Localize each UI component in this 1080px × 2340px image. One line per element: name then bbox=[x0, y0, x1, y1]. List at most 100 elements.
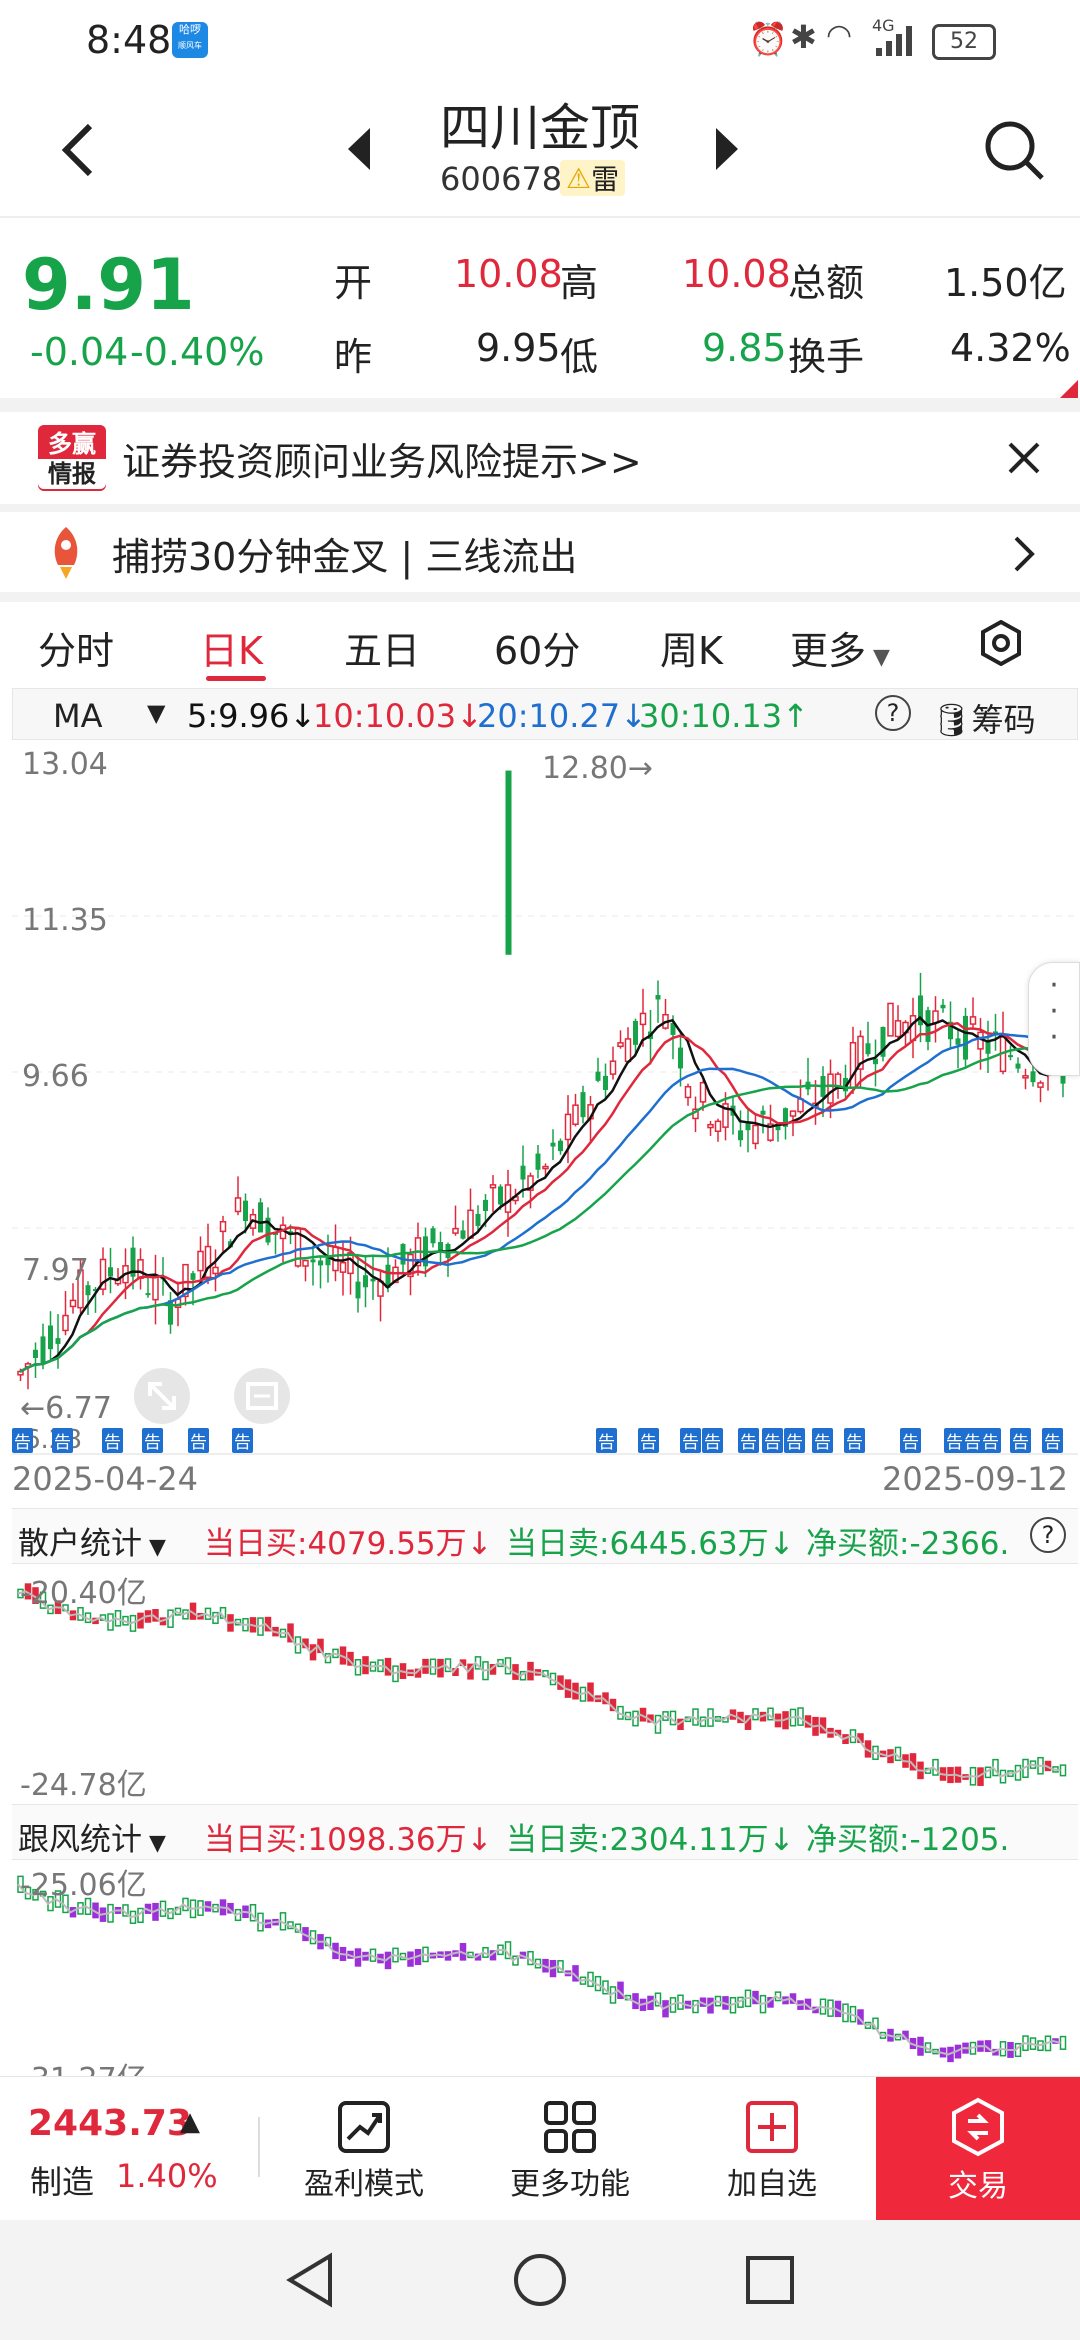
prev-close-value: 9.95 bbox=[476, 326, 561, 370]
tab-intraday[interactable]: 分时 bbox=[38, 629, 115, 673]
ma10-value: 10:10.03↓ bbox=[313, 697, 483, 735]
notice-badge[interactable]: 告 bbox=[1042, 1428, 1063, 1453]
tab-five-day[interactable]: 五日 bbox=[344, 629, 421, 673]
notice-badge[interactable]: 告 bbox=[784, 1428, 805, 1453]
notice-badge[interactable]: 告 bbox=[188, 1428, 209, 1453]
period-tabs: 分时 日K 五日 60分 周K 更多 ▼ bbox=[0, 602, 1080, 684]
follower-stats-select[interactable]: 跟风统计 ▼ bbox=[18, 1822, 166, 1858]
notice-badge[interactable]: 告 bbox=[1010, 1428, 1031, 1453]
retail-buy: 当日买:4079.55万↓ bbox=[204, 1526, 493, 1562]
back-icon[interactable] bbox=[58, 120, 98, 180]
prev-stock-icon[interactable] bbox=[344, 126, 374, 172]
layout-button[interactable] bbox=[234, 1368, 290, 1424]
tab-daily-k[interactable]: 日K bbox=[200, 629, 263, 673]
candle-body bbox=[505, 770, 512, 955]
indicator-select[interactable]: MA bbox=[53, 697, 103, 735]
ma30-value: 30:10.13↑ bbox=[639, 697, 809, 735]
follower-axis-bottom: -31.27亿 bbox=[20, 2054, 147, 2076]
candle-body bbox=[33, 1349, 38, 1359]
tab-60min[interactable]: 60分 bbox=[494, 629, 581, 673]
notice-row: 告告告告告告告告告告告告告告告告告告告告告 bbox=[12, 1428, 1078, 1454]
indicator-help-icon[interactable]: ? bbox=[875, 695, 911, 731]
stat-bar bbox=[17, 1875, 24, 1893]
nav-bar: 四川金顶 600678 ⚠ 雷 bbox=[0, 80, 1080, 215]
candle-body bbox=[639, 1012, 647, 1026]
search-icon[interactable] bbox=[982, 118, 1046, 182]
candle-body bbox=[407, 1253, 414, 1278]
trade-button[interactable]: 交易 bbox=[876, 2077, 1080, 2221]
candle-body bbox=[624, 1038, 632, 1063]
profit-mode-button[interactable]: 盈利模式 bbox=[294, 2077, 434, 2221]
side-drawer-handle[interactable]: · · · bbox=[1028, 962, 1080, 1076]
retail-net: 净买额:-2366. bbox=[806, 1526, 1010, 1562]
notice-badge[interactable]: 告 bbox=[142, 1428, 163, 1453]
candle-body bbox=[475, 1214, 481, 1226]
chevron-right-icon[interactable] bbox=[1012, 534, 1038, 574]
close-icon[interactable] bbox=[1006, 440, 1042, 476]
more-functions-button[interactable]: 更多功能 bbox=[500, 2077, 640, 2221]
battery-icon: 52 bbox=[932, 24, 996, 60]
signal-icon bbox=[876, 26, 912, 56]
notice-badge[interactable]: 告 bbox=[52, 1428, 73, 1453]
prev-close-label: 昨 bbox=[334, 335, 373, 379]
candle-body bbox=[62, 1314, 69, 1332]
notice-badge[interactable]: 告 bbox=[738, 1428, 759, 1453]
notice-badge[interactable]: 告 bbox=[702, 1428, 723, 1453]
notice-badge[interactable]: 告 bbox=[232, 1428, 253, 1453]
notice-badge[interactable]: 告 bbox=[102, 1428, 123, 1453]
next-stock-icon[interactable] bbox=[712, 126, 742, 172]
notice-badge[interactable]: 告 bbox=[596, 1428, 617, 1453]
ma-line bbox=[19, 1032, 1064, 1373]
warning-icon: ⚠ bbox=[566, 161, 592, 195]
chip-button[interactable]: 🛢筹码 bbox=[931, 701, 1036, 739]
candle-body bbox=[219, 1220, 227, 1233]
candle-body bbox=[339, 1261, 347, 1273]
signal-banner[interactable]: 捕捞30分钟金叉 | 三线流出 bbox=[0, 512, 1080, 594]
risk-notice-banner[interactable]: 多赢 情报 证券投资顾问业务风险提示>> bbox=[0, 414, 1080, 502]
follower-sell: 当日卖:2304.11万↓ bbox=[506, 1822, 795, 1858]
candle-body bbox=[940, 1004, 946, 1009]
notice-badge[interactable]: 告 bbox=[762, 1428, 783, 1453]
kline-chart[interactable]: 13.04 11.35 9.66 7.97 12.80→ ←6.77 6.28 … bbox=[12, 686, 1080, 1476]
tab-weekly-k[interactable]: 周K bbox=[660, 629, 723, 673]
candle-body bbox=[452, 1227, 459, 1234]
candle-body bbox=[617, 1042, 624, 1048]
notice-badge[interactable]: 告 bbox=[680, 1428, 701, 1453]
indicator-dropdown-icon[interactable]: ▼ bbox=[147, 699, 166, 727]
candle-body bbox=[489, 1184, 497, 1189]
candle-body bbox=[310, 1259, 316, 1263]
retail-sell: 当日卖:6445.63万↓ bbox=[506, 1526, 795, 1562]
add-watchlist-button[interactable]: 加自选 bbox=[702, 2077, 842, 2221]
notice-badge[interactable]: 告 bbox=[900, 1428, 921, 1453]
follower-stats-chart: -25.06亿 -31.27亿 bbox=[12, 1858, 1078, 2076]
nav-recents-icon[interactable] bbox=[744, 2254, 796, 2306]
notice-badge[interactable]: 告 bbox=[12, 1428, 33, 1453]
nav-home-icon[interactable] bbox=[512, 2252, 568, 2308]
nav-back-icon[interactable] bbox=[284, 2252, 336, 2308]
notice-badge[interactable]: 告 bbox=[944, 1428, 965, 1453]
candle-body bbox=[789, 1110, 797, 1117]
candle-body bbox=[542, 1165, 549, 1170]
expand-icon bbox=[148, 1382, 176, 1410]
settings-icon[interactable] bbox=[980, 620, 1022, 666]
notice-badge[interactable]: 告 bbox=[638, 1428, 659, 1453]
retail-help-icon[interactable]: ? bbox=[1030, 1517, 1066, 1553]
candle-body bbox=[347, 1252, 354, 1275]
candle-body bbox=[873, 1058, 878, 1065]
tab-more[interactable]: 更多 ▼ bbox=[790, 629, 890, 673]
notice-badge[interactable]: 告 bbox=[844, 1428, 865, 1453]
risk-tag[interactable]: ⚠ 雷 bbox=[560, 160, 626, 196]
candle-body bbox=[40, 1336, 46, 1364]
candle-body bbox=[722, 1103, 729, 1128]
candle-body bbox=[438, 1242, 443, 1253]
notice-badge[interactable]: 告 bbox=[962, 1428, 983, 1453]
notice-badge[interactable]: 告 bbox=[980, 1428, 1001, 1453]
signal-text: 捕捞30分钟金叉 | 三线流出 bbox=[112, 534, 578, 579]
fullscreen-button[interactable] bbox=[134, 1368, 190, 1424]
stock-name: 四川金顶 bbox=[440, 99, 640, 157]
candle-body bbox=[108, 1267, 113, 1277]
notice-badge[interactable]: 告 bbox=[812, 1428, 833, 1453]
retail-stats-select[interactable]: 散户统计 ▼ bbox=[18, 1526, 166, 1562]
candle-body bbox=[880, 1026, 886, 1057]
dropdown-icon: ▼ bbox=[142, 1535, 166, 1560]
